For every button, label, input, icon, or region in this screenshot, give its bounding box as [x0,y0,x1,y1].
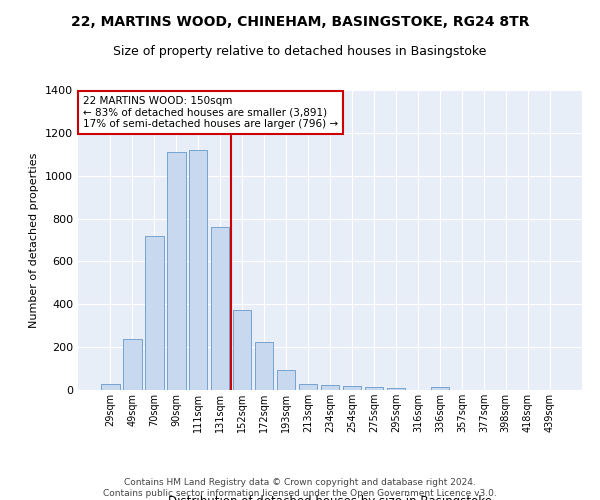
Bar [233,310,251,390]
Text: Contains HM Land Registry data © Crown copyright and database right 2024.
Contai: Contains HM Land Registry data © Crown c… [103,478,497,498]
Bar [101,384,119,390]
Bar [343,386,361,390]
Text: Size of property relative to detached houses in Basingstoke: Size of property relative to detached ho… [113,45,487,58]
Bar [277,370,295,390]
Bar [145,236,164,390]
Text: 22 MARTINS WOOD: 150sqm
← 83% of detached houses are smaller (3,891)
17% of semi: 22 MARTINS WOOD: 150sqm ← 83% of detache… [83,96,338,129]
Bar [211,227,229,390]
Bar [299,384,317,390]
Bar [255,342,274,390]
Bar [123,338,142,390]
Text: 22, MARTINS WOOD, CHINEHAM, BASINGSTOKE, RG24 8TR: 22, MARTINS WOOD, CHINEHAM, BASINGSTOKE,… [71,15,529,29]
Bar [167,152,185,390]
Bar [189,150,208,390]
X-axis label: Distribution of detached houses by size in Basingstoke: Distribution of detached houses by size … [168,495,492,500]
Y-axis label: Number of detached properties: Number of detached properties [29,152,40,328]
Bar [320,384,340,390]
Bar [386,388,405,390]
Bar [365,387,383,390]
Bar [431,387,449,390]
